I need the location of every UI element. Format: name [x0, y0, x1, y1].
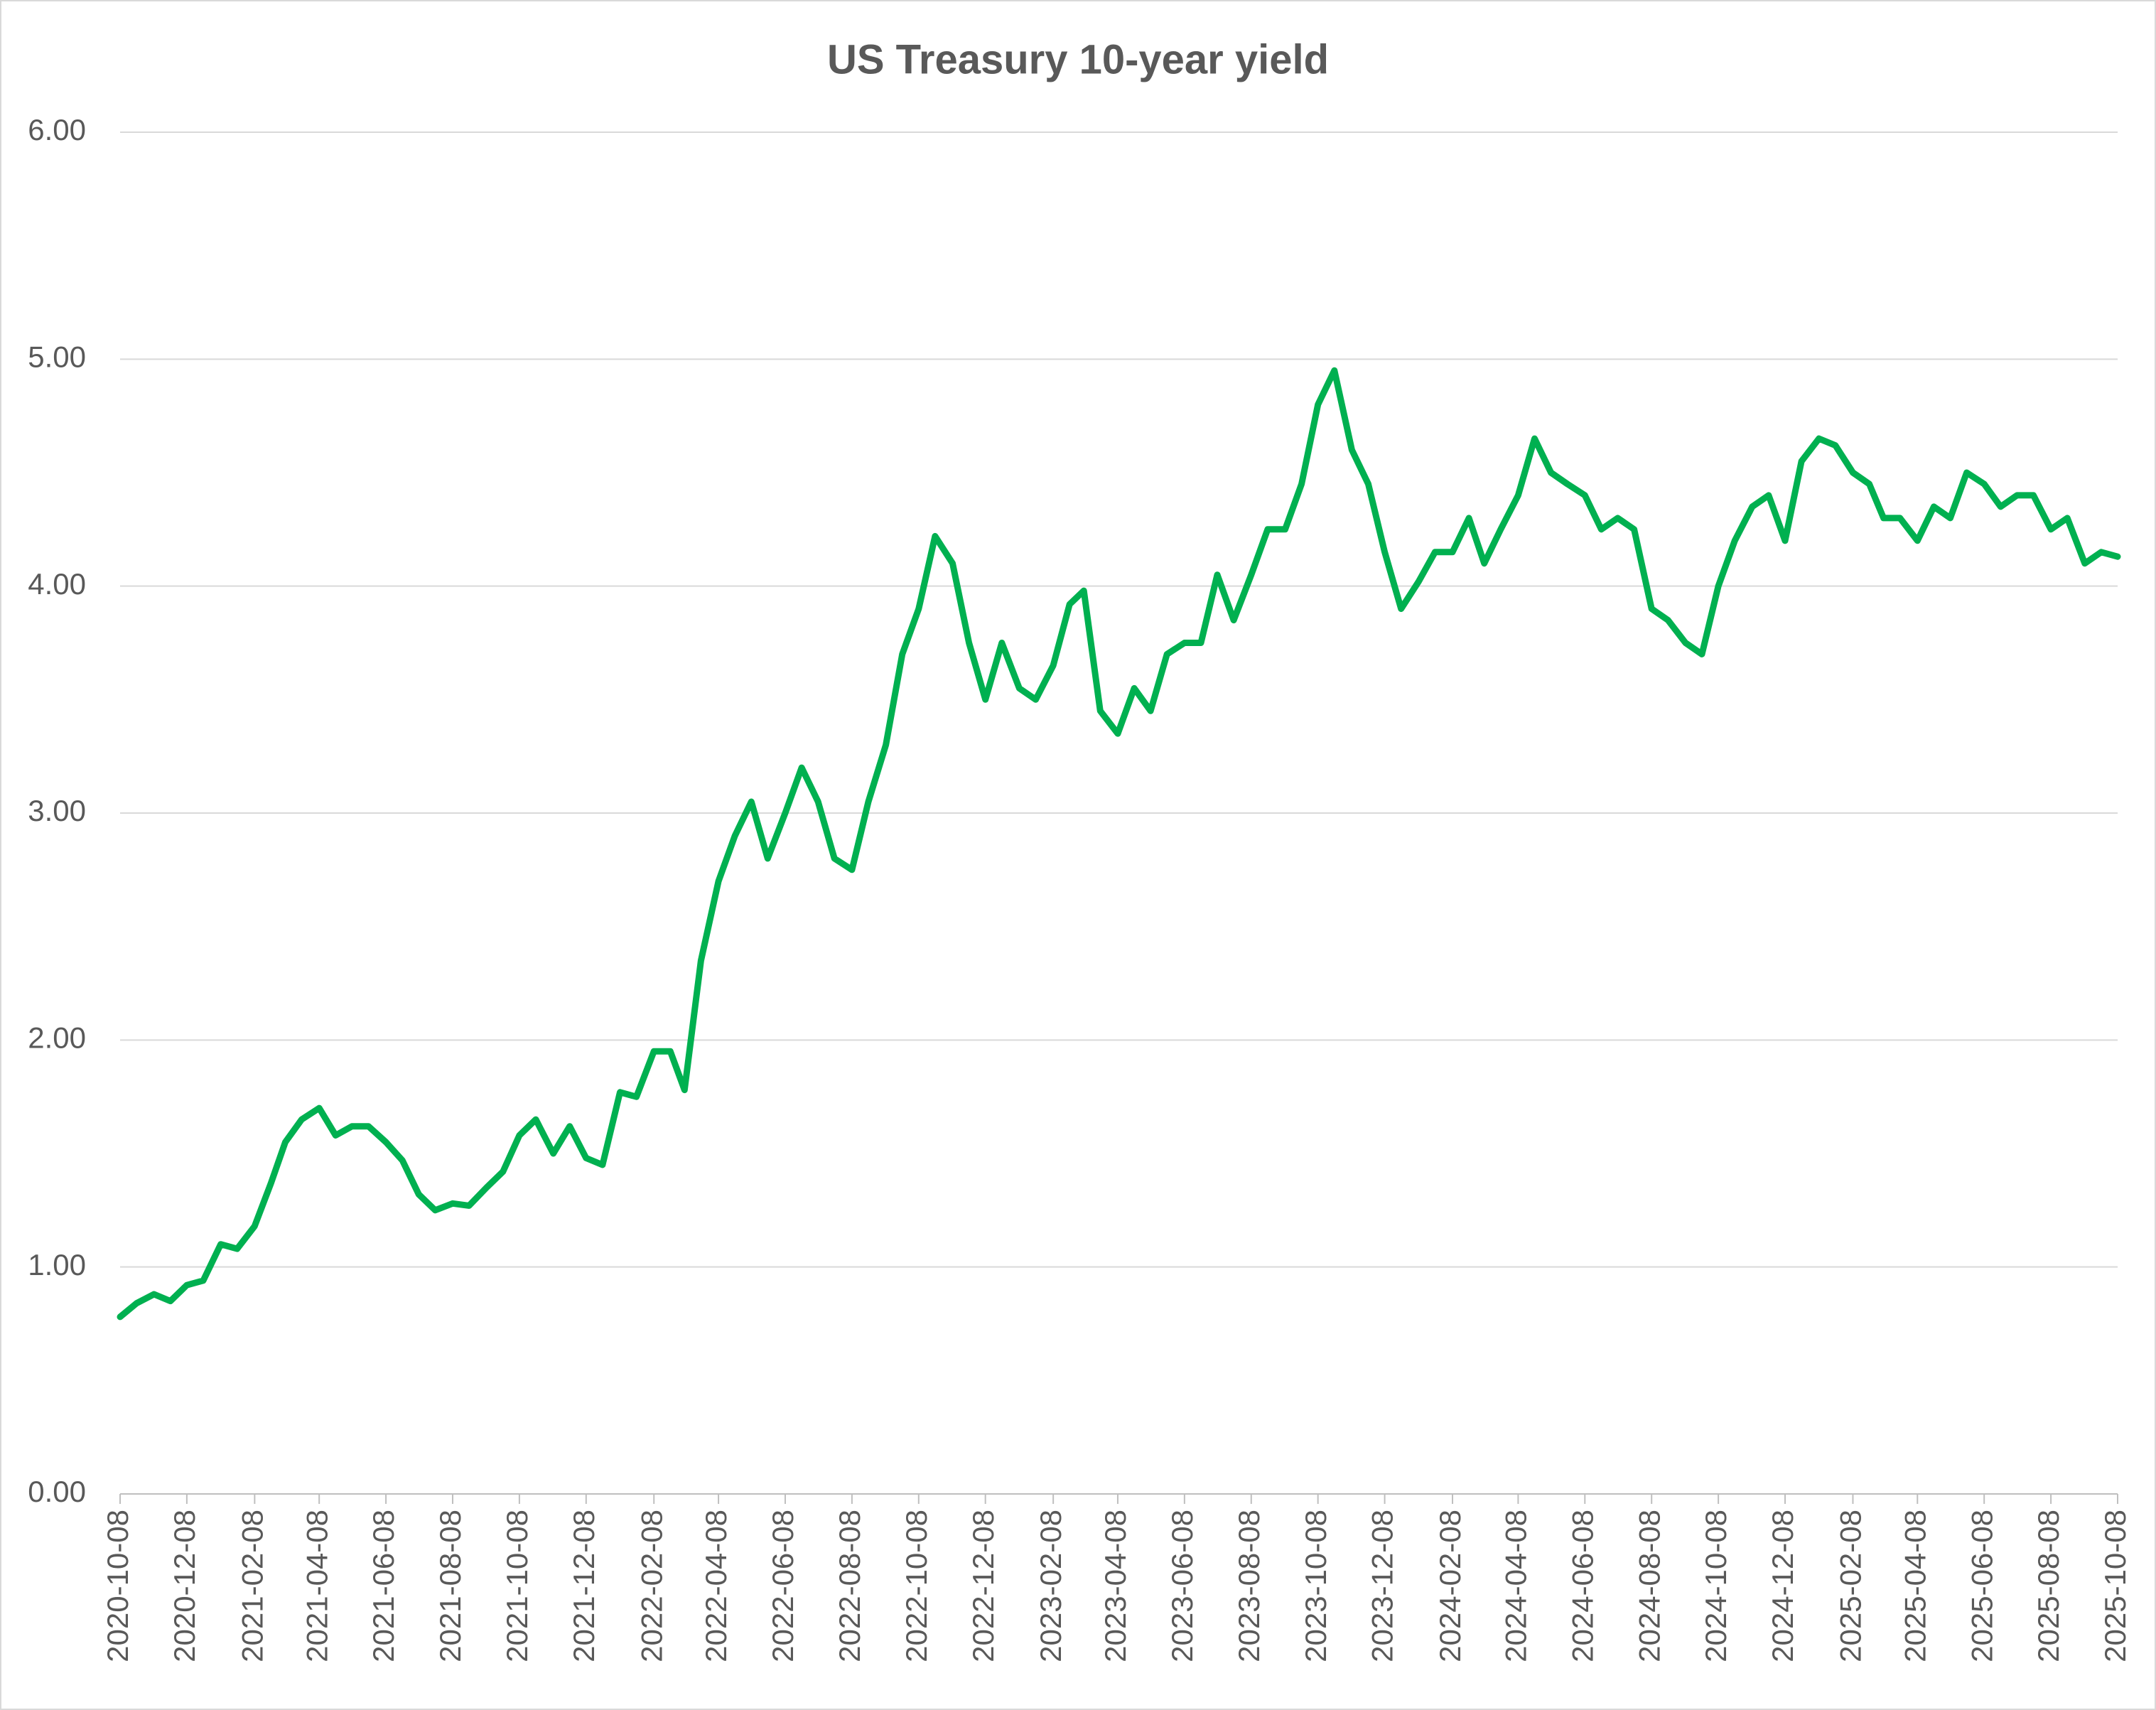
x-tick-label: 2025-08-08: [2032, 1510, 2065, 1662]
x-tick-label: 2025-06-08: [1965, 1510, 1998, 1662]
x-tick-label: 2022-04-08: [699, 1510, 733, 1662]
y-tick-label: 0.00: [28, 1475, 86, 1508]
x-tick-label: 2023-04-08: [1099, 1510, 1132, 1662]
x-tick-label: 2024-08-08: [1632, 1510, 1666, 1662]
x-tick-label: 2021-08-08: [433, 1510, 467, 1662]
y-tick-label: 5.00: [28, 340, 86, 373]
x-tick-label: 2025-02-08: [1834, 1510, 1867, 1662]
x-tick-label: 2020-12-08: [168, 1510, 201, 1662]
x-tick-label: 2022-12-08: [966, 1510, 1000, 1662]
x-tick-label: 2022-10-08: [900, 1510, 933, 1662]
x-tick-label: 2021-10-08: [500, 1510, 534, 1662]
x-tick-label: 2022-06-08: [766, 1510, 799, 1662]
y-tick-label: 2.00: [28, 1021, 86, 1054]
x-tick-label: 2023-06-08: [1165, 1510, 1199, 1662]
x-tick-label: 2021-04-08: [300, 1510, 333, 1662]
x-tick-label: 2023-12-08: [1366, 1510, 1399, 1662]
x-tick-label: 2025-10-08: [2098, 1510, 2132, 1662]
chart-title: US Treasury 10-year yield: [827, 36, 1329, 82]
x-tick-label: 2023-10-08: [1299, 1510, 1332, 1662]
x-tick-label: 2021-12-08: [567, 1510, 600, 1662]
x-tick-label: 2024-04-08: [1499, 1510, 1532, 1662]
x-tick-label: 2020-10-08: [101, 1510, 134, 1662]
x-tick-label: 2024-02-08: [1433, 1510, 1467, 1662]
x-tick-label: 2024-06-08: [1565, 1510, 1599, 1662]
series-line: [117, 367, 2121, 1321]
x-tick-label: 2021-02-08: [235, 1510, 269, 1662]
y-tick-label: 1.00: [28, 1248, 86, 1281]
x-tick-label: 2023-08-08: [1232, 1510, 1266, 1662]
y-tick-label: 3.00: [28, 794, 86, 827]
x-tick-label: 2023-02-08: [1034, 1510, 1067, 1662]
x-tick-label: 2022-08-08: [833, 1510, 866, 1662]
x-tick-label: 2024-12-08: [1766, 1510, 1799, 1662]
x-tick-label: 2022-02-08: [635, 1510, 668, 1662]
y-tick-label: 4.00: [28, 567, 86, 601]
x-tick-label: 2021-06-08: [367, 1510, 400, 1662]
y-tick-label: 6.00: [28, 113, 86, 146]
x-tick-label: 2025-04-08: [1898, 1510, 1931, 1662]
x-tick-label: 2024-10-08: [1699, 1510, 1732, 1662]
